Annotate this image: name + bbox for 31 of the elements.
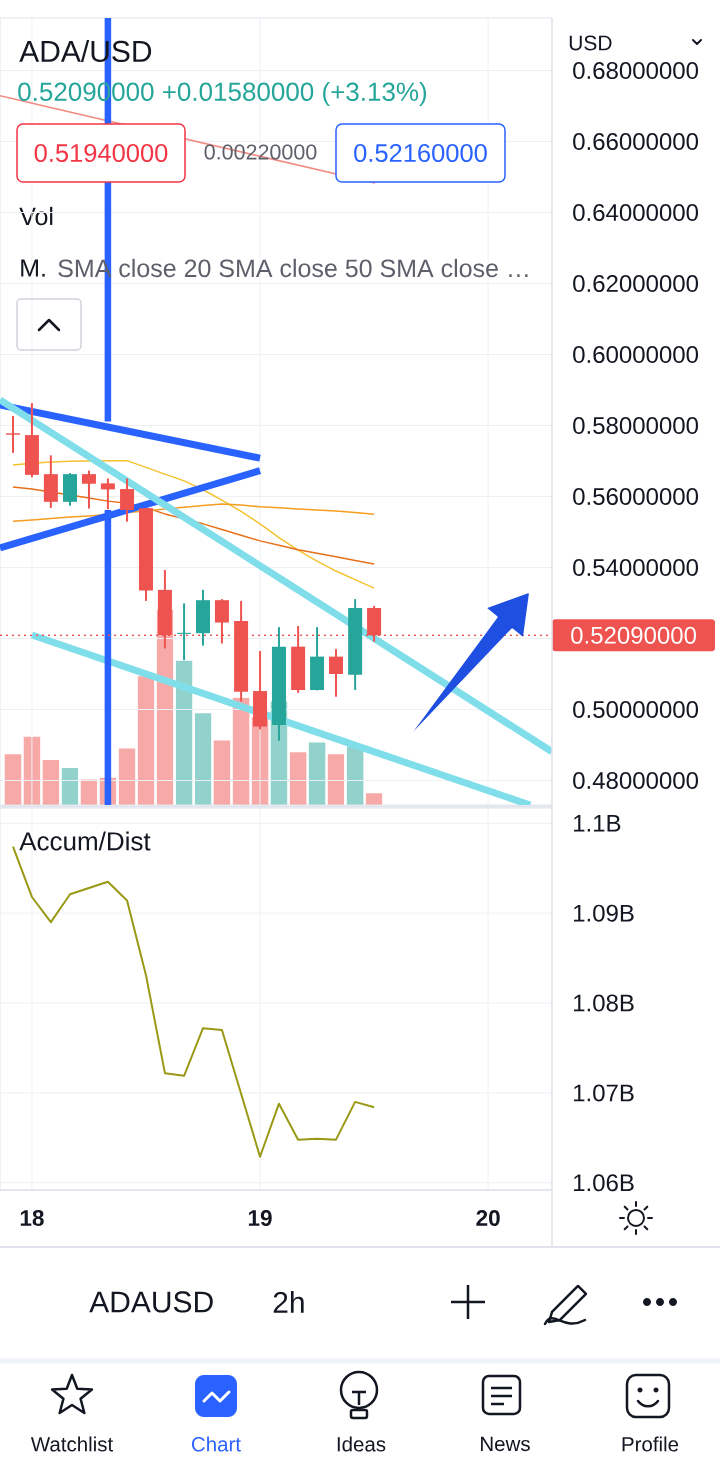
y-tick-label: 1.1B [574,815,621,832]
x-tick-label: 19 [248,1210,272,1226]
text: Accum/Dist [19,831,151,851]
y-tick-label: 0.64000000 [573,204,699,222]
y-tick-label: 0.68000000 [573,62,699,80]
text: Chart [191,1436,241,1452]
text: Ideas [337,1436,386,1452]
annotation: M. [21,259,45,277]
y-tick-label: 0.54000000 [573,559,699,577]
annotation: 0.52160000 [354,143,487,163]
text: ADAUSD [89,1291,213,1313]
x-tick-label: 20 [476,1210,500,1226]
ref-line-label: 0.52090000 [571,626,697,644]
x-tick-label: 18 [20,1210,44,1226]
y-tick-label: 1.07B [574,1084,634,1102]
y-tick-label: 0.60000000 [573,346,699,364]
y-tick-label: 1.06B [574,1174,634,1192]
text: 2h [273,1291,304,1313]
annotation: 0.51940000 [34,143,168,163]
y-tick-label: 0.66000000 [573,133,699,151]
text: Watchlist [30,1436,114,1452]
y-tick-label: 1.08B [574,994,634,1012]
y-tick-label: 0.56000000 [573,488,699,506]
y-tick-label: 0.48000000 [573,772,699,789]
y-axis-title: USD [569,35,612,51]
text: News [481,1436,530,1452]
y-tick-label: 0.50000000 [573,701,699,718]
y-tick-label: 0.58000000 [573,417,699,435]
text: Profile [622,1436,679,1452]
y-tick-label: 0.62000000 [573,275,699,293]
y-tick-label: 1.09B [574,904,634,922]
